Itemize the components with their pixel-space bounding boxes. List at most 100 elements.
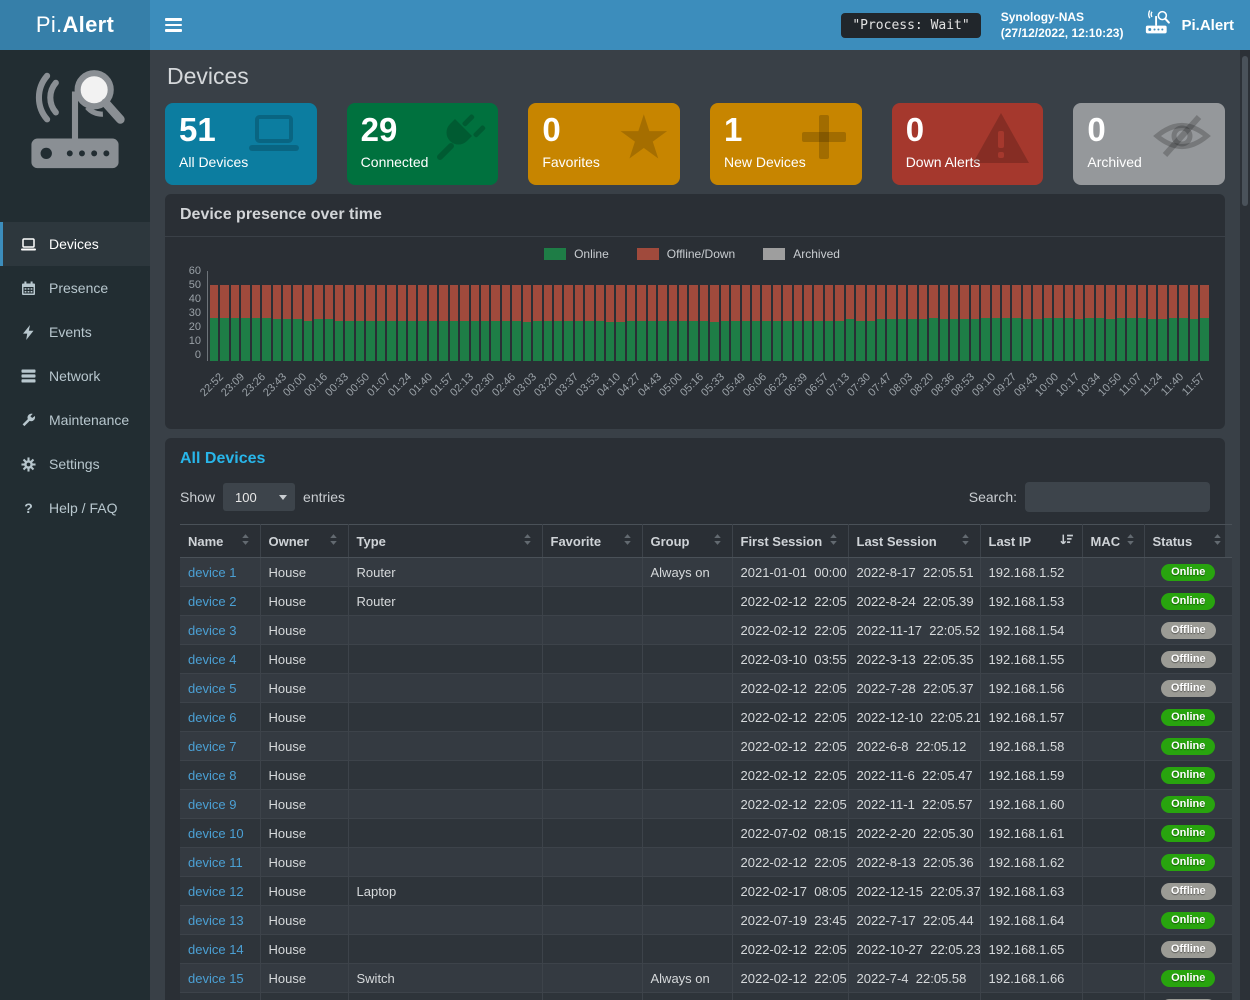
cell-text: House — [268, 970, 307, 986]
device-link[interactable]: device 9 — [188, 796, 237, 812]
cell-name: device 7 — [180, 731, 261, 761]
column-header-mac[interactable]: MAC — [1082, 524, 1145, 558]
sidebar-item-presence[interactable]: Presence — [0, 266, 150, 310]
x-tick-label: 00:50 — [344, 371, 373, 399]
search-wrap: Search: — [969, 482, 1210, 512]
status-badge: Offline — [1160, 650, 1216, 668]
column-header-last-ip[interactable]: Last IP — [980, 524, 1083, 558]
card-new-devices[interactable]: 1 New Devices — [710, 103, 862, 185]
sort-icon[interactable] — [239, 533, 252, 549]
device-link[interactable]: device 3 — [188, 622, 237, 638]
sidebar-item-devices[interactable]: Devices — [0, 222, 150, 266]
device-link[interactable]: device 13 — [188, 912, 244, 928]
card-down-alerts[interactable]: 0 Down Alerts — [891, 103, 1044, 185]
cell-last_session: 2022-7-4 22:05.58 — [848, 963, 981, 993]
cell-favorite — [542, 905, 643, 935]
device-link[interactable]: device 14 — [188, 941, 244, 957]
chart-bar — [835, 284, 844, 361]
cell-group: Always on — [642, 963, 733, 993]
sidebar-item-settings[interactable]: Settings — [0, 442, 150, 486]
card-connected[interactable]: 29 Connected — [346, 103, 499, 185]
device-link[interactable]: device 2 — [188, 593, 237, 609]
card-all-devices[interactable]: 51 All Devices — [165, 103, 317, 185]
legend-item[interactable]: Online — [544, 247, 609, 261]
x-tick-label: 09:27 — [991, 371, 1020, 399]
x-tick-label: 10:17 — [1053, 371, 1082, 399]
cell-text: House — [268, 941, 307, 957]
card-archived[interactable]: 0 Archived — [1073, 103, 1226, 185]
device-link[interactable]: device 6 — [188, 709, 237, 725]
sort-icon[interactable] — [521, 533, 534, 549]
cell-owner: House — [260, 702, 349, 732]
column-header-owner[interactable]: Owner — [260, 524, 349, 558]
card-favorites[interactable]: 0 Favorites ★ — [528, 103, 681, 185]
search-input[interactable] — [1025, 482, 1210, 512]
column-header-status[interactable]: Status — [1144, 524, 1232, 558]
device-link[interactable]: device 1 — [188, 564, 237, 580]
legend-item[interactable]: Archived — [763, 247, 840, 261]
sort-icon[interactable] — [621, 533, 634, 549]
show-label: Show — [180, 489, 216, 505]
content-area: Devices 51 All Devices 29 Connected 0 Fa… — [150, 50, 1240, 1000]
table-row: device 7 House 2022-02-12 22:05 2022-6-8 22… — [180, 731, 1232, 761]
sort-icon[interactable] — [327, 533, 340, 549]
chart-bar — [522, 284, 532, 361]
card-value: 1 — [724, 111, 743, 148]
sort-icon[interactable] — [1124, 533, 1137, 549]
column-header-first-session[interactable]: First Session — [732, 524, 849, 558]
cell-text: 2022-02-12 22:05 — [740, 593, 847, 609]
device-link[interactable]: device 4 — [188, 651, 237, 667]
column-header-name[interactable]: Name — [180, 524, 261, 558]
app-logo[interactable]: Pi. Alert — [0, 0, 150, 50]
sort-icon[interactable] — [827, 533, 840, 549]
chart-legend: Online Offline/Down Archived — [175, 247, 1209, 261]
cell-text: 2022-02-17 08:05 — [740, 883, 847, 899]
sort-asc-icon[interactable] — [1059, 533, 1074, 549]
column-header-last-session[interactable]: Last Session — [848, 524, 981, 558]
cell-favorite — [542, 963, 643, 993]
sort-icon[interactable] — [959, 533, 972, 549]
sidebar-toggle-icon[interactable] — [150, 0, 196, 50]
legend-label: Archived — [793, 247, 840, 261]
column-header-favorite[interactable]: Favorite — [542, 524, 643, 558]
device-link[interactable]: device 12 — [188, 883, 244, 899]
device-link[interactable]: device 7 — [188, 738, 237, 754]
x-tick-label: 08:03 — [886, 371, 915, 399]
legend-item[interactable]: Offline/Down — [636, 247, 735, 261]
sidebar-item-events[interactable]: Events — [0, 310, 150, 354]
chart-bar — [314, 284, 323, 361]
cell-group — [642, 615, 733, 645]
brand-prefix: Pi. — [35, 12, 63, 37]
card-label: Connected — [360, 153, 429, 170]
device-link[interactable]: device 5 — [188, 680, 237, 696]
sort-icon[interactable] — [1211, 533, 1224, 549]
y-tick-label: 50 — [188, 279, 201, 291]
device-link[interactable]: device 15 — [188, 970, 244, 986]
column-header-group[interactable]: Group — [642, 524, 733, 558]
cell-name: device 16 — [180, 992, 261, 1000]
device-link[interactable]: device 11 — [188, 854, 243, 870]
sidebar-item-help[interactable]: ? Help / FAQ — [0, 486, 150, 530]
cell-name: device 15 — [180, 963, 261, 993]
cell-type — [348, 644, 543, 674]
page-length-select[interactable]: 100 — [223, 483, 296, 511]
navbar-brand[interactable]: Pi.Alert — [1143, 10, 1234, 40]
chart-bar — [1012, 284, 1021, 361]
chart-bar — [1127, 284, 1136, 361]
navbar-right: "Process: Wait" Synology-NAS (27/12/2022… — [841, 9, 1250, 41]
cell-last_ip: 192.168.1.55 — [980, 644, 1083, 674]
cell-last_session: 2022-8-13 22:05.36 — [848, 847, 981, 877]
column-header-type[interactable]: Type — [348, 524, 543, 558]
cell-text: 192.168.1.58 — [988, 738, 1065, 754]
sort-icon[interactable] — [711, 533, 724, 549]
status-badge: Offline — [1160, 882, 1216, 900]
scrollbar-thumb[interactable] — [1242, 56, 1248, 206]
sidebar-item-network[interactable]: Network — [0, 354, 150, 398]
page-scrollbar[interactable] — [1240, 50, 1250, 1000]
cell-type — [348, 760, 543, 790]
gear-icon — [20, 456, 37, 472]
device-link[interactable]: device 10 — [188, 825, 244, 841]
device-link[interactable]: device 8 — [188, 767, 237, 783]
chart-bar — [866, 284, 875, 361]
sidebar-item-maintenance[interactable]: Maintenance — [0, 398, 150, 442]
